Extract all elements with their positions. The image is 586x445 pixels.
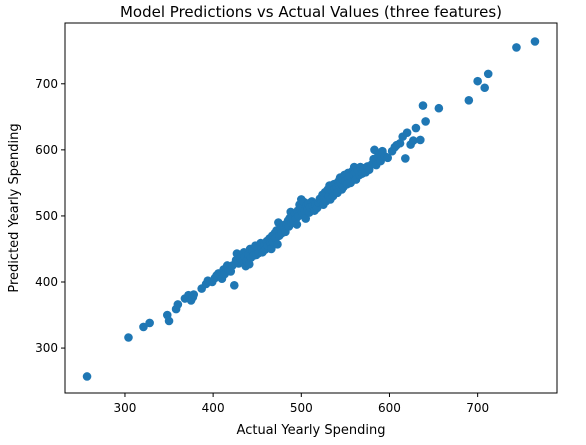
data-point bbox=[411, 123, 421, 133]
data-point bbox=[173, 300, 183, 309]
data-point bbox=[483, 69, 493, 79]
data-point bbox=[145, 318, 154, 328]
data-point bbox=[164, 316, 174, 326]
data-point bbox=[480, 83, 490, 93]
data-point bbox=[139, 322, 148, 332]
x-tick-label: 700 bbox=[466, 401, 489, 415]
data-point bbox=[267, 244, 276, 254]
x-axis: 300 400 500 600 700 bbox=[114, 393, 489, 415]
x-tick-label: 600 bbox=[378, 401, 401, 415]
data-point bbox=[244, 259, 254, 269]
data-point bbox=[434, 103, 444, 113]
y-tick-label: 500 bbox=[35, 209, 58, 223]
points-layer bbox=[82, 37, 540, 381]
data-point bbox=[124, 333, 133, 342]
y-tick-label: 300 bbox=[35, 341, 58, 355]
chart-title: Model Predictions vs Actual Values (thre… bbox=[120, 3, 502, 21]
x-tick-label: 400 bbox=[202, 401, 225, 415]
data-point bbox=[512, 43, 521, 52]
y-tick-label: 700 bbox=[35, 77, 58, 91]
x-tick-label: 500 bbox=[290, 401, 313, 415]
data-point bbox=[383, 153, 393, 163]
data-point bbox=[401, 154, 410, 163]
data-point bbox=[408, 136, 418, 145]
x-tick-label: 300 bbox=[114, 401, 137, 415]
data-point bbox=[402, 128, 412, 137]
data-point bbox=[273, 240, 282, 249]
y-axis: 300 400 500 600 700 bbox=[35, 77, 65, 355]
plot-frame bbox=[64, 22, 558, 394]
data-point bbox=[473, 76, 482, 86]
data-point bbox=[229, 281, 239, 290]
data-point bbox=[82, 372, 92, 381]
y-tick-label: 600 bbox=[35, 143, 58, 157]
y-tick-label: 400 bbox=[35, 275, 58, 289]
data-point bbox=[395, 138, 405, 148]
data-point bbox=[421, 117, 430, 126]
data-point bbox=[464, 96, 474, 105]
y-axis-label: Predicted Yearly Spending bbox=[7, 123, 22, 292]
data-point bbox=[530, 37, 540, 46]
data-point bbox=[416, 135, 425, 145]
data-point bbox=[418, 101, 428, 110]
data-point bbox=[189, 290, 199, 299]
data-point bbox=[292, 220, 302, 229]
x-axis-label: Actual Yearly Spending bbox=[237, 423, 386, 438]
